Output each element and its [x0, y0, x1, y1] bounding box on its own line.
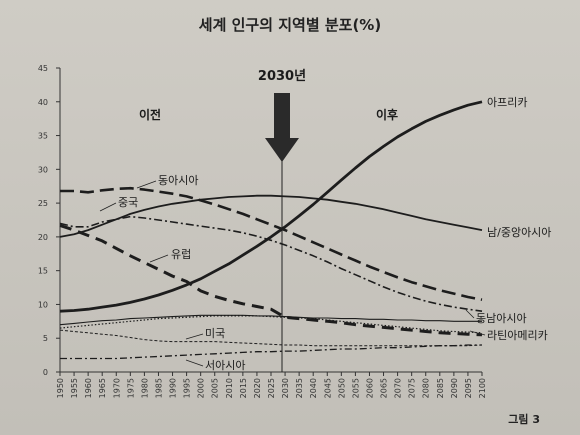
x-tick-label: 1955: [70, 378, 79, 398]
x-tick-label: 2060: [365, 378, 374, 398]
leader-europe: [150, 255, 168, 262]
x-tick-label: 1970: [112, 378, 121, 398]
series-line-8: [60, 345, 482, 359]
leader-usa: [186, 334, 203, 339]
x-tick-label: 2050: [337, 378, 346, 398]
x-tick-label: 2045: [323, 378, 332, 398]
marker-arrow-head: [265, 138, 299, 162]
leader-china: [100, 203, 116, 211]
before-label: 이전: [139, 107, 161, 122]
x-tick-label: 2085: [436, 378, 445, 398]
x-tick-label: 2080: [422, 378, 431, 398]
x-tick-label: 2015: [239, 378, 248, 398]
x-ticks: 1950 1955 1960 1965 1970 1975 1980 1985 1990 1995…: [56, 372, 487, 398]
x-tick-label: 2025: [267, 378, 276, 398]
y-tick-label: 45: [38, 64, 48, 73]
label-africa: 아프리카: [487, 96, 527, 109]
x-tick-label: 2095: [464, 378, 473, 398]
label-usa: 미국: [205, 327, 225, 340]
series-labels: 아프리카 남/중앙아시아 동아시아 중국 유럽 동남아시아 라틴아메리카 미국 …: [118, 96, 551, 372]
label-latin-america: 라틴아메리카: [487, 329, 548, 342]
y-ticks: 0 5 10 15 20 25 30 35 40 45: [38, 64, 60, 377]
x-tick-label: 1980: [140, 378, 149, 398]
x-tick-label: 2065: [380, 378, 389, 398]
y-tick-label: 5: [43, 334, 48, 343]
y-tick-label: 35: [38, 132, 48, 141]
label-china: 중국: [118, 196, 138, 209]
x-tick-label: 1985: [154, 378, 163, 398]
y-tick-label: 10: [38, 300, 48, 309]
x-tick-label: 1960: [84, 378, 93, 398]
x-tick-label: 2070: [394, 378, 403, 398]
leader-west-asia: [186, 360, 203, 366]
label-europe: 유럽: [171, 247, 191, 261]
x-tick-label: 2090: [450, 378, 459, 398]
x-tick-label: 2005: [211, 378, 220, 398]
y-tick-label: 25: [38, 199, 48, 208]
x-tick-label: 2000: [197, 378, 206, 398]
leader-east-asia: [137, 181, 156, 188]
label-southeast-asia: 동남아시아: [476, 312, 527, 325]
series-line-6: [60, 316, 482, 333]
leader-southeast-asia: [466, 310, 474, 318]
y-tick-label: 20: [38, 233, 48, 242]
label-west-asia: 서아시아: [205, 359, 245, 372]
axes: [60, 68, 482, 372]
x-tick-label: 2075: [408, 378, 417, 398]
label-east-asia: 동아시아: [158, 174, 198, 187]
series-line-3: [60, 217, 482, 312]
x-tick-label: 2030: [281, 378, 290, 398]
x-tick-label: 2100: [478, 378, 487, 398]
x-tick-label: 1990: [169, 378, 178, 398]
y-tick-label: 15: [38, 267, 48, 276]
x-tick-label: 1995: [183, 378, 192, 398]
marker-2030: 2030년: [258, 69, 306, 372]
x-tick-label: 2040: [309, 378, 318, 398]
x-tick-label: 2010: [225, 378, 234, 398]
label-leaders: [100, 181, 485, 366]
x-tick-label: 1950: [56, 378, 65, 398]
x-tick-label: 1975: [126, 378, 135, 398]
y-tick-label: 0: [43, 368, 48, 377]
x-tick-label: 2020: [253, 378, 262, 398]
figure-label: 그림 3: [508, 413, 540, 426]
y-tick-label: 40: [38, 98, 48, 107]
x-tick-label: 2035: [295, 378, 304, 398]
x-tick-label: 2055: [351, 378, 360, 398]
after-label: 이후: [376, 107, 398, 122]
label-south-central-asia: 남/중앙아시아: [487, 226, 551, 239]
y-tick-label: 30: [38, 165, 48, 174]
marker-label: 2030년: [258, 69, 306, 84]
series-line-5: [60, 315, 482, 324]
marker-arrow-shaft: [274, 93, 290, 138]
x-tick-label: 1965: [98, 378, 107, 398]
series-line-7: [60, 330, 482, 346]
series-line-4: [60, 225, 482, 334]
chart-title: 세계 인구의 지역별 분포(%): [199, 16, 381, 34]
